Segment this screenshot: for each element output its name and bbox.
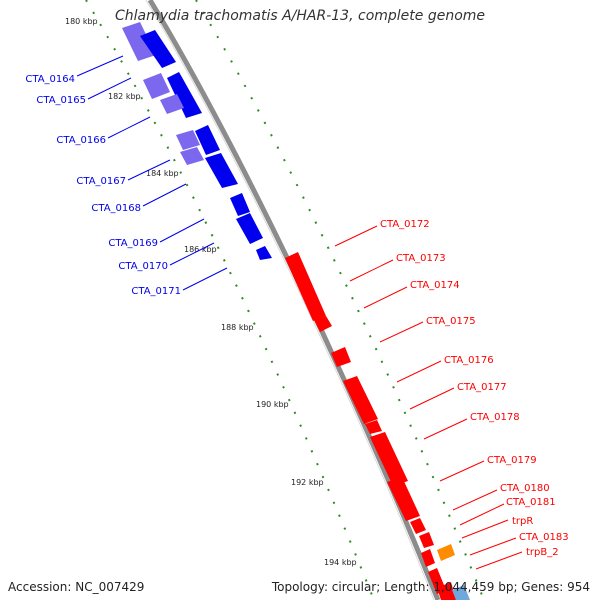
gene-arrow[interactable] [387,477,420,521]
accession-text: Accession: NC_007429 [8,580,145,594]
gene-label[interactable]: CTA_0170 [118,261,168,272]
tick-ring-outer [195,0,485,600]
gene-label[interactable]: CTA_0164 [25,74,75,85]
gene-label[interactable]: CTA_0165 [36,95,86,106]
gene-label[interactable]: CTA_0167 [76,176,126,187]
gene-arrow[interactable] [140,30,176,68]
gene-label[interactable]: trpR [512,516,533,527]
reverse-genes [122,22,272,260]
gene-arrow[interactable] [205,153,238,188]
gene-arrow[interactable] [236,213,263,244]
gene-label[interactable]: CTA_0180 [500,483,550,494]
gene-arrow[interactable] [122,22,156,61]
gene-arrow[interactable] [421,549,435,567]
gene-arrow[interactable] [343,376,378,424]
scale-label: 184 kbp [146,169,179,178]
gene-arrow[interactable] [195,125,220,155]
gene-label[interactable]: CTA_0166 [56,135,106,146]
scale-label: 182 kbp [108,92,141,101]
gene-arrow[interactable] [410,518,426,534]
gene-label[interactable]: CTA_0178 [470,412,520,423]
scale-label: 194 kbp [324,558,357,567]
gene-label[interactable]: CTA_0173 [396,253,446,264]
gene-arrow[interactable] [256,246,272,260]
gene-label[interactable]: trpB_2 [526,547,559,558]
gene-arrow[interactable] [437,582,456,600]
gene-arrow[interactable] [331,347,351,367]
gene-arrow[interactable] [370,432,408,486]
gene-arrow[interactable] [437,544,455,561]
gene-arrow[interactable] [452,585,470,600]
gene-arrow[interactable] [167,72,202,118]
gene-label[interactable]: CTA_0177 [457,382,507,393]
gene-arrow[interactable] [285,252,326,321]
gene-label[interactable]: CTA_0176 [444,355,494,366]
gene-label[interactable]: CTA_0183 [519,532,569,543]
genome-backbone [147,0,441,600]
scale-label: 192 kbp [291,478,324,487]
gene-arrow[interactable] [176,130,200,150]
gene-arrow[interactable] [419,532,434,548]
gene-label[interactable]: CTA_0175 [426,316,476,327]
gene-arrow[interactable] [143,73,170,99]
reverse-gene-labels: CTA_0164 CTA_0165 CTA_0166 CTA_0167 CTA_… [25,74,181,297]
gene-label[interactable]: CTA_0171 [131,286,181,297]
gene-label[interactable]: CTA_0174 [410,280,460,291]
genome-title: Chlamydia trachomatis A/HAR-13, complete… [114,8,486,24]
gene-label[interactable]: CTA_0169 [108,238,158,249]
reverse-label-lines [76,55,228,291]
gene-label[interactable]: CTA_0168 [91,203,141,214]
gene-arrow[interactable] [160,94,184,114]
scale-label: 190 kbp [256,400,289,409]
genome-summary-text: Topology: circular; Length: 1,044,459 bp… [271,580,590,594]
scale-label: 180 kbp [65,17,98,26]
gene-label[interactable]: CTA_0172 [380,219,430,230]
genome-backbone-highlight [145,0,435,600]
scale-label: 188 kbp [221,323,254,332]
forward-label-lines [334,225,523,570]
gene-arrow[interactable] [230,193,250,216]
gene-label[interactable]: CTA_0179 [487,455,537,466]
tick-ring-inner [85,0,375,600]
gene-label[interactable]: CTA_0181 [506,497,556,508]
gene-arrow[interactable] [365,420,382,434]
forward-gene-labels: CTA_0172 CTA_0173 CTA_0174 CTA_0175 CTA_… [380,219,569,558]
forward-genes [285,252,470,600]
gene-arrow[interactable] [180,147,204,165]
gene-arrow[interactable] [314,316,332,332]
